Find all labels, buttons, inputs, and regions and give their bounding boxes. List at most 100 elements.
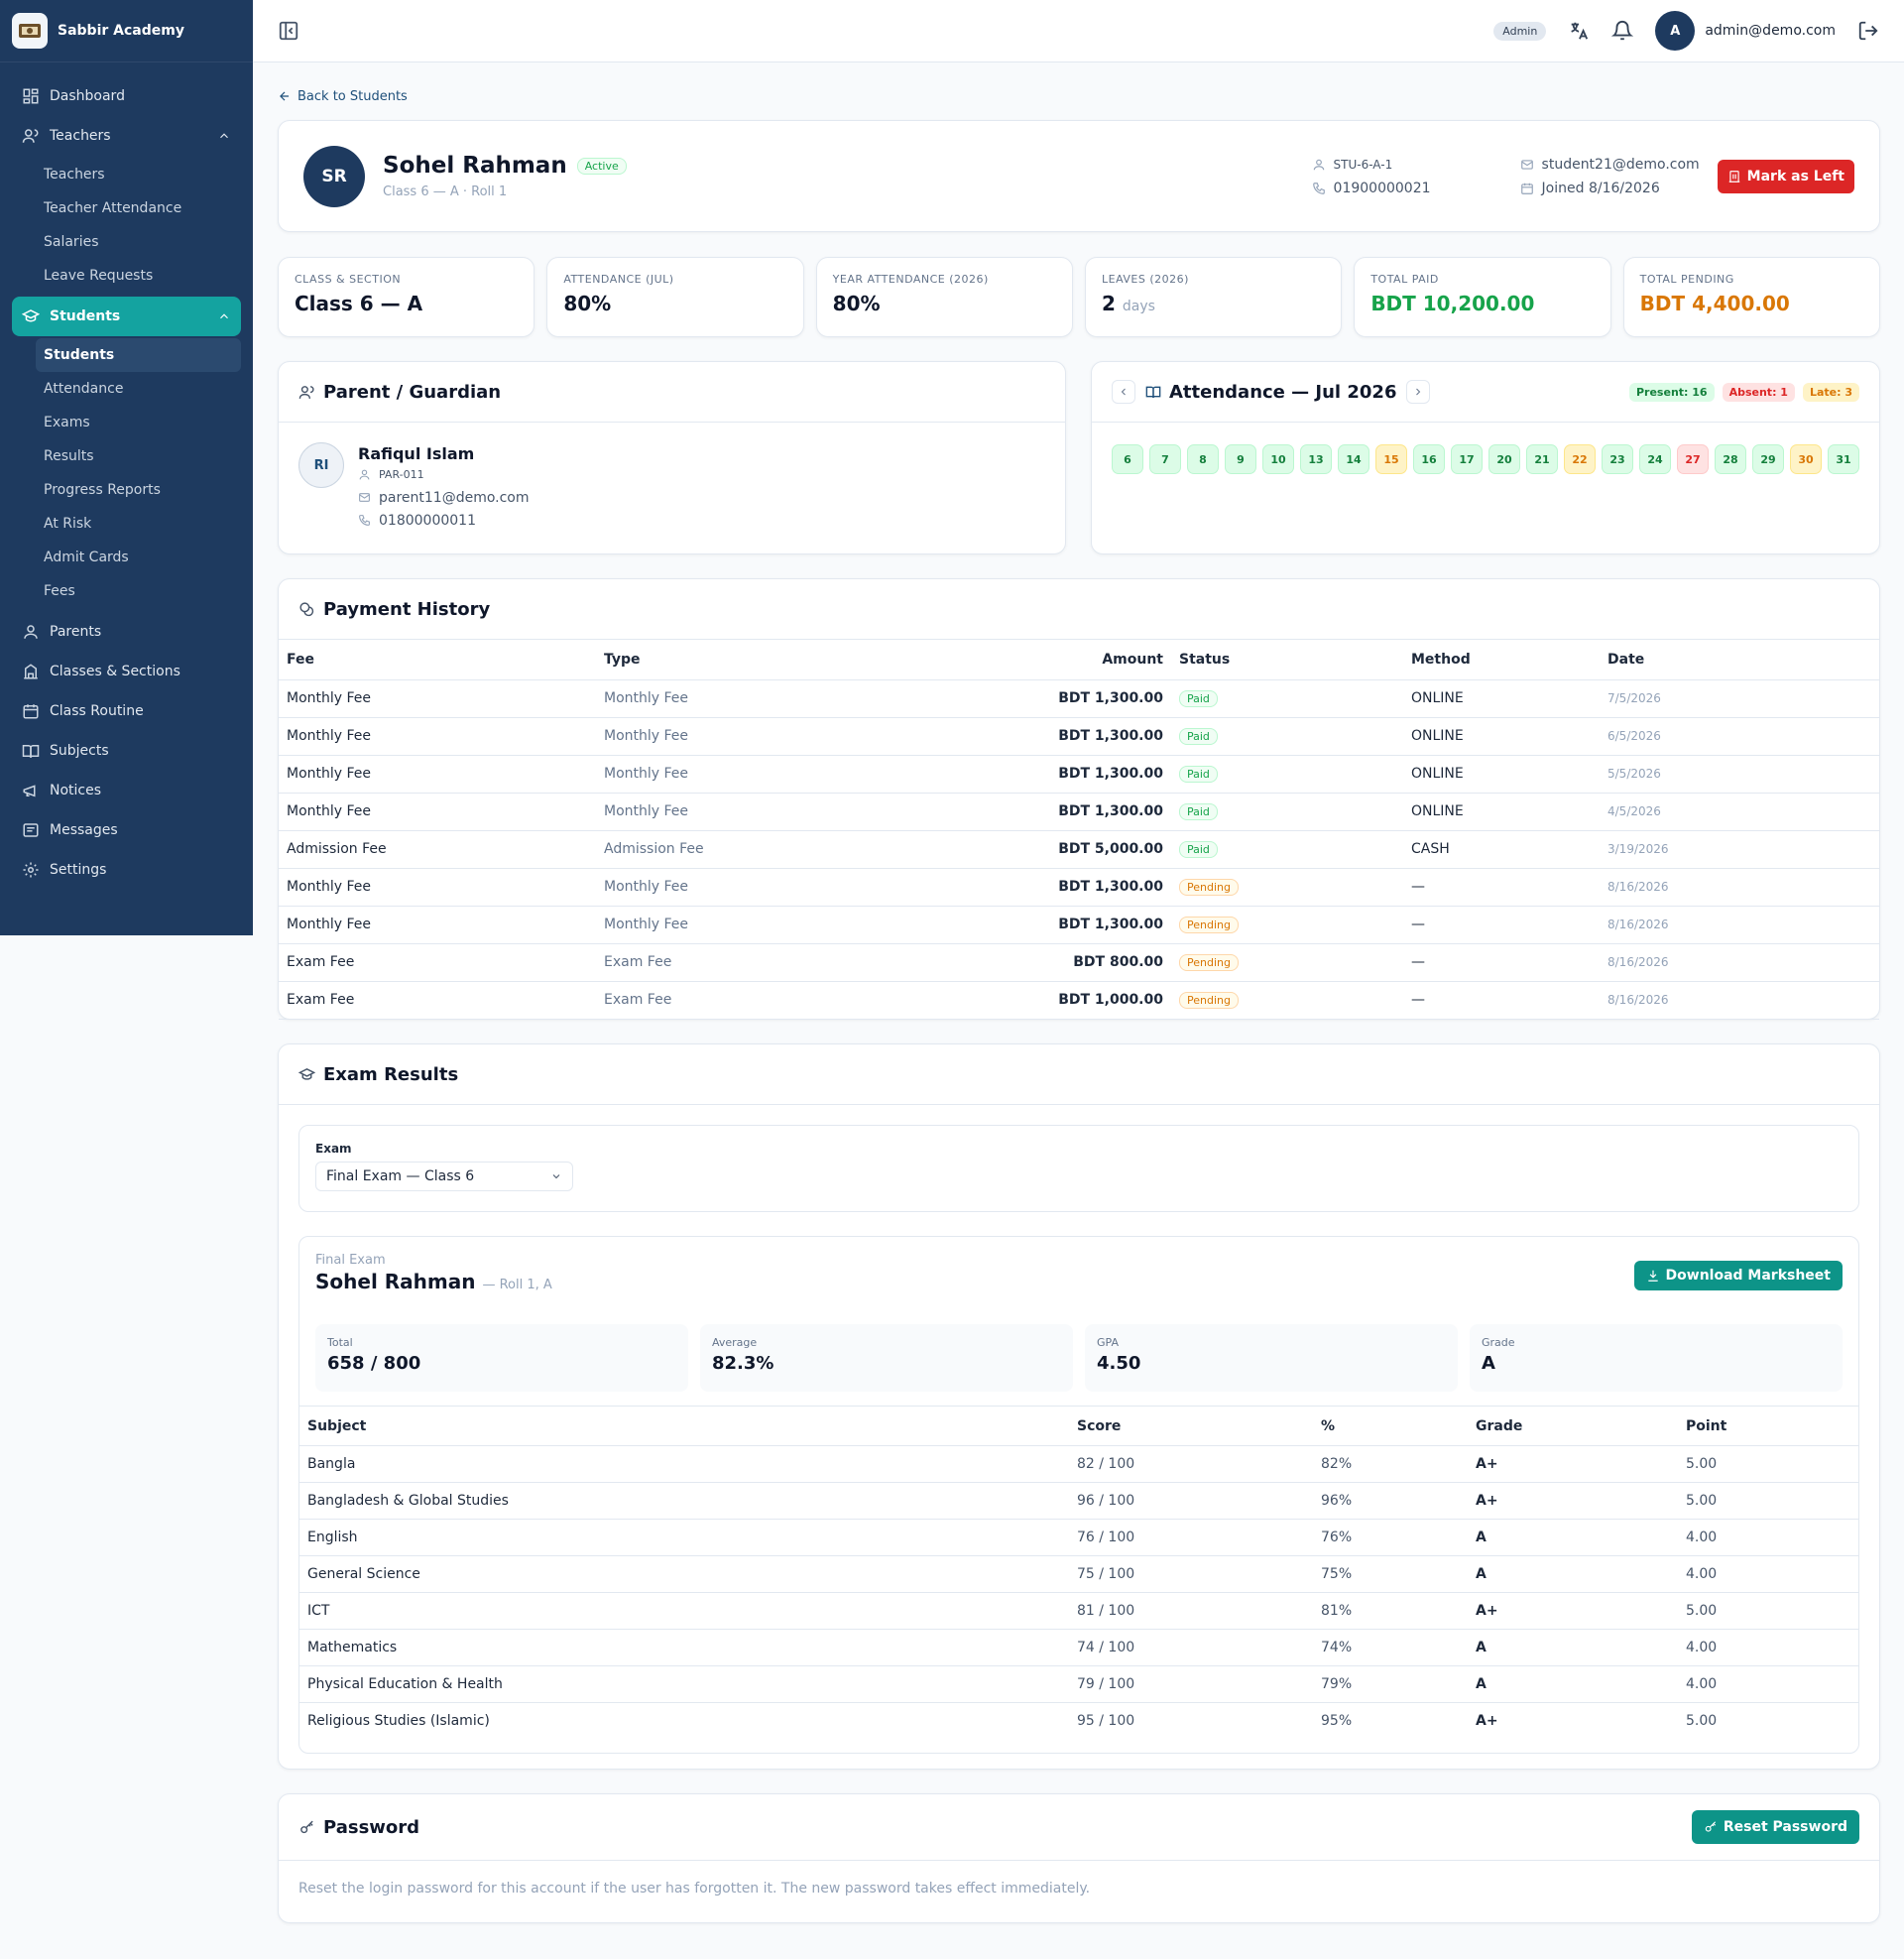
attendance-day: 7: [1149, 444, 1181, 474]
exam-results-title: Exam Results: [323, 1063, 459, 1085]
sidebar-item-label: Messages: [50, 822, 118, 838]
sidebar-subitem-teacher-attendance[interactable]: Teacher Attendance: [44, 200, 182, 216]
back-link[interactable]: Back to Students: [278, 86, 1880, 106]
sidebar-subitem-attendance[interactable]: Attendance: [44, 381, 124, 397]
sidebar-subitem-leave-requests[interactable]: Leave Requests: [44, 268, 154, 284]
sidebar-item-settings[interactable]: Settings: [12, 850, 241, 890]
chevron-down-icon: [552, 1174, 560, 1179]
attendance-card: Attendance — Jul 2026 Present: 16 Absent…: [1091, 361, 1880, 554]
prev-month-button[interactable]: [1112, 380, 1135, 404]
user-icon: [359, 469, 370, 480]
chevron-up-icon: [220, 313, 228, 319]
book-icon: [22, 745, 40, 758]
sidebar-item-messages[interactable]: Messages: [12, 810, 241, 850]
mail-icon: [1520, 159, 1533, 170]
stats-row: CLASS & SECTION Class 6 — A ATTENDANCE (…: [278, 257, 1880, 337]
stat-value: 80%: [832, 292, 881, 315]
sidebar-subitem-fees[interactable]: Fees: [44, 583, 75, 599]
sidebar-item-label: Parents: [50, 624, 102, 640]
summary-value: 4.50: [1097, 1353, 1141, 1374]
guardian-id: PAR-011: [379, 468, 424, 481]
message-icon: [23, 823, 39, 837]
logout-icon[interactable]: [1857, 20, 1879, 42]
point-cell: 4.00: [1678, 1555, 1858, 1593]
sidebar-subitem-salaries[interactable]: Salaries: [44, 234, 99, 250]
sidebar: Sabbir Academy Dashboard Teachers Teache…: [0, 0, 253, 935]
summary-grade: Grade A: [1470, 1324, 1843, 1392]
reset-password-button[interactable]: Reset Password: [1691, 1810, 1859, 1844]
sidebar-item-dashboard[interactable]: Dashboard: [12, 76, 241, 116]
attendance-days: 6 7 8 9 10 13 14 15 16 17 20 21 22 23 24 27 28 29 30 31: [1092, 423, 1879, 496]
summary-label: Grade: [1482, 1336, 1515, 1349]
date-cell: 8/16/2026: [1600, 981, 1879, 1020]
status-badge: Pending: [1179, 917, 1239, 933]
brand[interactable]: Sabbir Academy: [0, 0, 253, 62]
password-card: Password Reset Password Reset the login …: [278, 1793, 1880, 1923]
summary-total: Total 658 / 800: [315, 1324, 688, 1392]
sidebar-subitem-admit-cards[interactable]: Admit Cards: [44, 550, 129, 565]
date-cell: 5/5/2026: [1600, 755, 1879, 794]
attendance-day: 20: [1488, 444, 1520, 474]
attendance-day: 16: [1413, 444, 1445, 474]
sidebar-item-label: Students: [50, 308, 121, 324]
type-cell: Admission Fee: [596, 830, 893, 869]
sidebar-item-class-routine[interactable]: Class Routine: [12, 691, 241, 731]
method-cell: —: [1403, 943, 1600, 982]
sidebar-subitem-progress-reports[interactable]: Progress Reports: [44, 482, 161, 498]
sidebar-subitem-teachers[interactable]: Teachers: [44, 167, 105, 183]
fee-cell: Monthly Fee: [279, 868, 596, 907]
table-row: ICT 81 / 100 81% A+ 5.00: [299, 1592, 1858, 1630]
sidebar-toggle-icon[interactable]: [278, 20, 299, 42]
attendance-day: 13: [1300, 444, 1332, 474]
col-subject: Subject: [299, 1406, 1069, 1446]
date-cell: 8/16/2026: [1600, 868, 1879, 907]
sidebar-item-parents[interactable]: Parents: [12, 612, 241, 652]
stat-attendance-month: ATTENDANCE (JUL) 80%: [546, 257, 804, 337]
sidebar-item-label: Subjects: [50, 743, 109, 759]
translate-icon[interactable]: [1568, 20, 1590, 42]
percent-cell: 79%: [1313, 1665, 1468, 1703]
password-title: Password: [323, 1816, 420, 1838]
attendance-day: 8: [1187, 444, 1219, 474]
mark-as-left-button[interactable]: Mark as Left: [1717, 159, 1854, 193]
sidebar-item-classes-sections[interactable]: Classes & Sections: [12, 652, 241, 691]
sidebar-item-students[interactable]: Students: [12, 297, 241, 336]
status-cell: Paid: [1171, 679, 1403, 718]
status-badge: Paid: [1179, 728, 1218, 745]
bell-icon[interactable]: [1611, 20, 1634, 42]
sidebar-subitem-at-risk[interactable]: At Risk: [44, 516, 92, 532]
chevron-right-icon: [1416, 388, 1421, 396]
guardian-card: Parent / Guardian RI Rafiqul Islam PAR-0…: [278, 361, 1066, 554]
users-icon: [298, 385, 314, 399]
grade-cell: A: [1468, 1665, 1678, 1703]
avatar[interactable]: A: [1655, 11, 1696, 51]
fee-cell: Monthly Fee: [279, 755, 596, 794]
sidebar-subitem-exams[interactable]: Exams: [44, 415, 90, 430]
grade-cell: A+: [1476, 1713, 1498, 1730]
fee-cell: Monthly Fee: [279, 793, 596, 831]
sidebar-item-subjects[interactable]: Subjects: [12, 731, 241, 771]
sidebar-subitem-results[interactable]: Results: [44, 448, 94, 464]
stat-total-paid: TOTAL PAID BDT 10,200.00: [1354, 257, 1611, 337]
score-cell: 76 / 100: [1069, 1519, 1313, 1556]
student-profile-card: SR Sohel Rahman Active Class 6 — A · Rol…: [278, 120, 1880, 232]
sidebar-item-teachers[interactable]: Teachers: [12, 116, 241, 156]
exam-select[interactable]: Final Exam — Class 6: [315, 1162, 573, 1191]
sidebar-item-notices[interactable]: Notices: [12, 771, 241, 810]
student-avatar: SR: [303, 145, 365, 207]
key-icon: [1705, 1821, 1716, 1832]
topbar: Admin A admin@demo.com: [253, 0, 1904, 62]
attendance-day: 15: [1375, 444, 1407, 474]
stat-label: ATTENDANCE (JUL): [563, 273, 674, 286]
next-month-button[interactable]: [1406, 380, 1431, 404]
graduation-cap-icon: [298, 1067, 315, 1080]
download-marksheet-button[interactable]: Download Marksheet: [1633, 1261, 1843, 1290]
marksheet-roll: — Roll 1, A: [482, 1278, 552, 1292]
calendar-icon: [1520, 183, 1533, 194]
mail-icon: [359, 493, 370, 502]
student-id: STU-6-A-1: [1333, 157, 1393, 172]
sidebar-subitem-students[interactable]: Students: [36, 338, 241, 372]
marks-table: Subject Score % Grade Point Bangla 82 / 1…: [299, 1406, 1858, 1740]
payment-history-title: Payment History: [323, 598, 491, 620]
attendance-day: 30: [1790, 444, 1822, 474]
